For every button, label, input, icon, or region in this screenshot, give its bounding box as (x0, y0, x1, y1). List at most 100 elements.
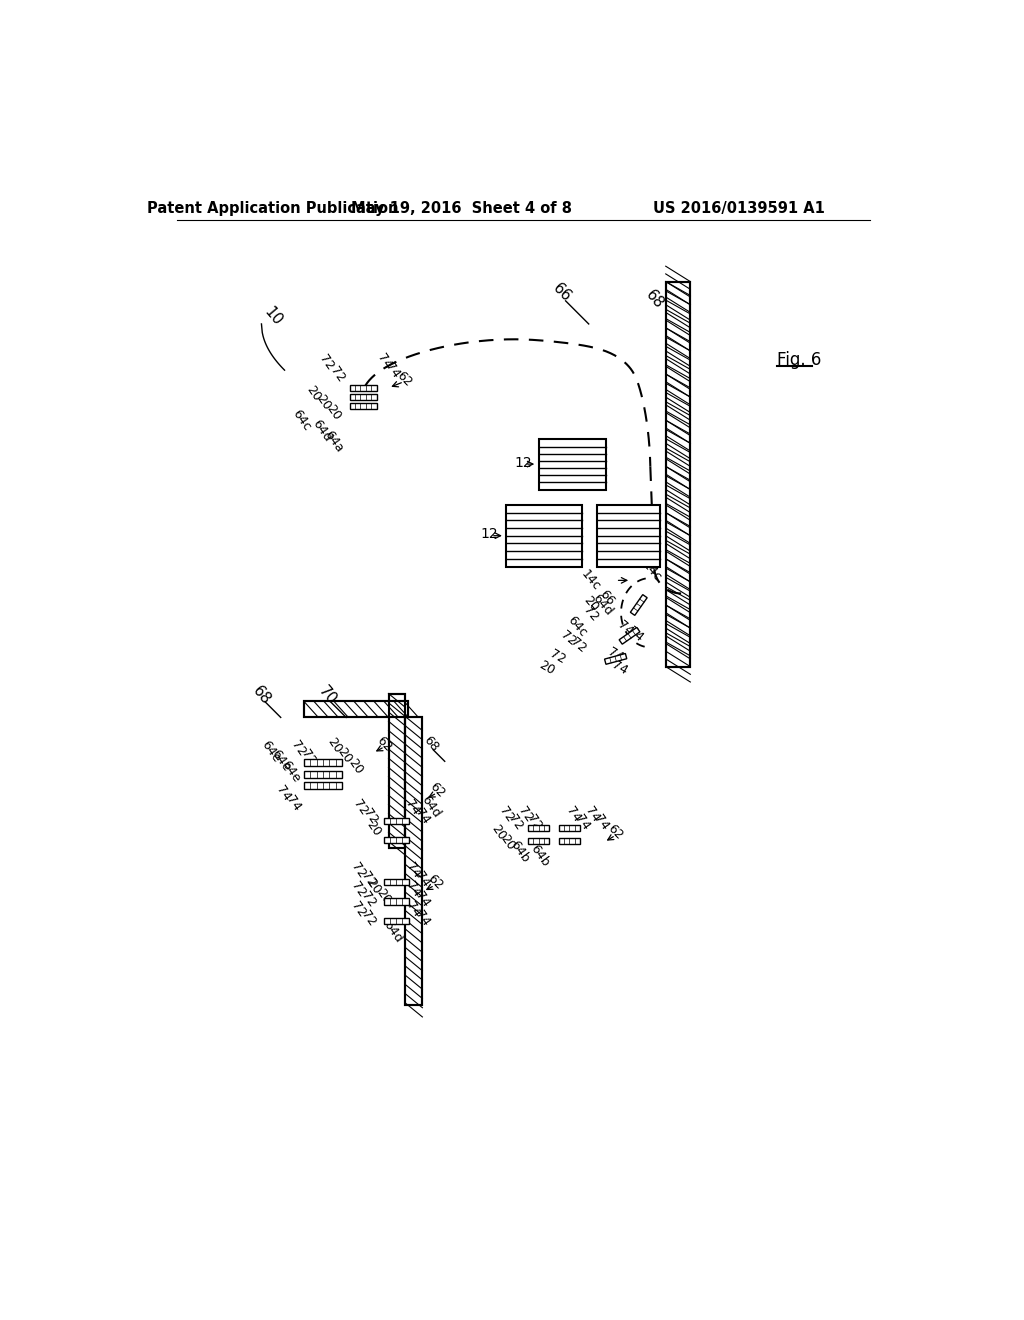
Bar (406, 717, 422, 1006)
Text: 64e: 64e (259, 738, 283, 764)
Bar (304, 783, 342, 789)
Text: 20: 20 (304, 383, 324, 404)
Text: 20: 20 (345, 756, 366, 777)
Text: 72: 72 (516, 804, 536, 825)
Bar (384, 837, 409, 843)
Text: 20: 20 (325, 735, 344, 755)
Bar (597, 504, 660, 566)
Text: 12: 12 (480, 527, 499, 541)
Text: 14c: 14c (640, 558, 665, 583)
Text: 12: 12 (514, 455, 532, 470)
Text: May 19, 2016  Sheet 4 of 8: May 19, 2016 Sheet 4 of 8 (351, 201, 572, 216)
Bar (539, 440, 606, 490)
Text: 72: 72 (558, 628, 579, 649)
Bar (388, 693, 406, 847)
Text: 72: 72 (350, 797, 370, 818)
Text: 62: 62 (427, 780, 447, 800)
Text: 62: 62 (605, 822, 626, 842)
Text: 20: 20 (488, 822, 509, 843)
Text: 72: 72 (548, 648, 568, 667)
Text: 72: 72 (581, 605, 601, 624)
Text: 72: 72 (525, 813, 545, 833)
Text: 10: 10 (261, 304, 285, 329)
Text: 64b: 64b (507, 838, 531, 865)
Text: Patent Application Publication: Patent Application Publication (147, 201, 398, 216)
Text: 20: 20 (364, 818, 383, 838)
Text: 64d: 64d (309, 417, 334, 445)
Text: 20: 20 (314, 392, 334, 413)
Text: 74: 74 (583, 804, 602, 825)
Text: 72: 72 (299, 747, 318, 768)
Text: 72: 72 (358, 870, 378, 890)
Text: 72: 72 (327, 364, 347, 384)
Text: 72: 72 (568, 635, 589, 655)
Text: 74: 74 (403, 899, 423, 920)
Text: 68: 68 (421, 734, 441, 754)
Text: 72: 72 (317, 352, 337, 372)
Bar (666, 281, 690, 667)
Text: 70: 70 (315, 684, 339, 708)
Bar (304, 759, 342, 767)
Bar (631, 594, 647, 615)
Text: 74: 74 (625, 624, 645, 644)
Text: 64c: 64c (290, 407, 313, 433)
Text: 72: 72 (358, 908, 378, 929)
Bar (528, 838, 550, 845)
Text: 74: 74 (592, 813, 611, 833)
Text: 20: 20 (324, 403, 344, 422)
Text: 74: 74 (383, 360, 402, 381)
Text: 20: 20 (537, 659, 556, 677)
Text: 74: 74 (413, 807, 432, 828)
Text: 72: 72 (348, 861, 369, 880)
Text: 20: 20 (581, 593, 601, 614)
Text: 72: 72 (348, 879, 369, 900)
Bar (528, 825, 550, 832)
Text: 66: 66 (596, 587, 616, 607)
Bar (506, 504, 582, 566)
Bar (384, 879, 409, 886)
Bar (388, 693, 406, 847)
Bar (406, 717, 422, 1006)
Text: 62: 62 (425, 873, 444, 892)
Bar (304, 701, 408, 717)
Text: 74: 74 (413, 870, 432, 890)
Text: 20: 20 (364, 876, 384, 898)
Text: 74: 74 (572, 813, 593, 833)
Text: 72: 72 (348, 899, 369, 920)
Text: 64d: 64d (590, 591, 615, 618)
Text: 64e: 64e (268, 747, 293, 774)
Bar (349, 395, 377, 400)
Bar (384, 917, 409, 924)
Text: 64b: 64b (528, 842, 552, 869)
Text: 20: 20 (498, 832, 518, 853)
Text: 74: 74 (413, 888, 432, 909)
Text: 62: 62 (375, 734, 395, 754)
Bar (349, 385, 377, 391)
Text: 64d: 64d (380, 917, 404, 945)
Text: US 2016/0139591 A1: US 2016/0139591 A1 (653, 201, 824, 216)
Text: 74: 74 (403, 861, 423, 880)
Text: 72: 72 (289, 738, 308, 759)
Text: Fig. 6: Fig. 6 (777, 351, 821, 370)
Text: 14c: 14c (578, 568, 602, 593)
Text: 72: 72 (506, 813, 525, 833)
Text: 74: 74 (284, 793, 303, 814)
Bar (559, 825, 581, 832)
Text: 68: 68 (250, 684, 273, 708)
Bar (604, 653, 627, 664)
Bar (384, 817, 409, 824)
Bar (349, 404, 377, 409)
Text: 74: 74 (609, 659, 630, 677)
Text: 64d: 64d (419, 793, 443, 820)
Bar (620, 627, 640, 644)
Text: 74: 74 (563, 804, 584, 825)
Text: 20: 20 (335, 746, 354, 766)
Bar (559, 838, 581, 845)
Text: 64c: 64c (565, 614, 590, 639)
Text: 72: 72 (497, 804, 516, 825)
Text: 62: 62 (394, 368, 414, 389)
Text: 74: 74 (605, 645, 626, 665)
Text: 68: 68 (642, 286, 667, 312)
Text: 74: 74 (402, 797, 422, 818)
Text: 74: 74 (375, 351, 394, 372)
